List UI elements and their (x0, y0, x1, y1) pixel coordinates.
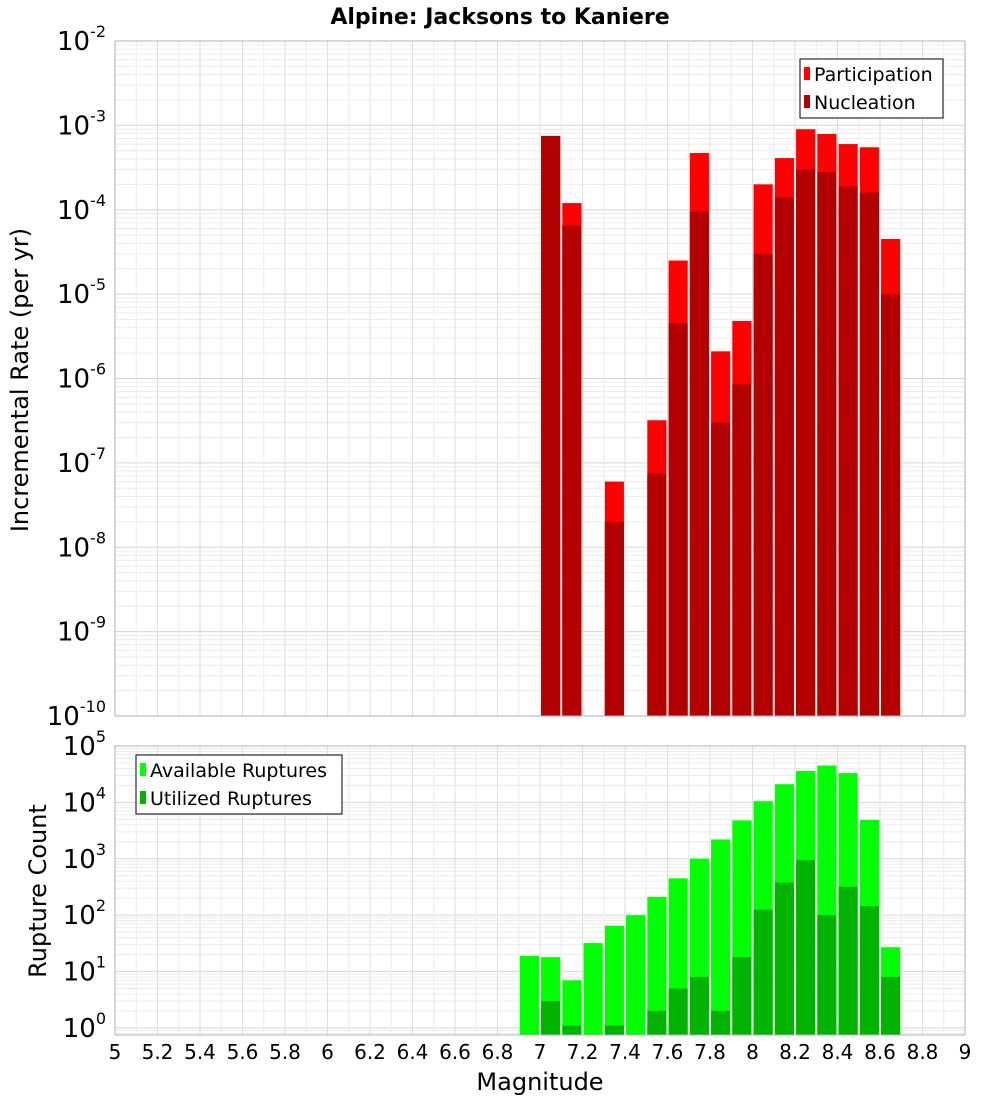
count-bar-available-ruptures (711, 839, 731, 1035)
rate-bar-nucleation (541, 135, 561, 717)
rate-bar-nucleation (774, 197, 794, 717)
rate-bar-nucleation (859, 192, 879, 717)
count-bar-utilized-ruptures (668, 988, 688, 1035)
rate-legend-label: Nucleation (814, 92, 916, 114)
count-bar-utilized-ruptures (604, 1025, 624, 1035)
count-legend-swatch (140, 791, 146, 804)
count-legend-box (135, 754, 343, 815)
rate-y-tick-label: 10-9 (57, 613, 106, 648)
count-y-tick-label: 103 (63, 840, 106, 875)
rate-legend-box (799, 58, 944, 119)
rate-y-tick-label: 10-8 (57, 528, 106, 563)
rate-bar-nucleation (668, 323, 688, 716)
rate-y-tick-label: 10-4 (57, 191, 106, 226)
rate-y-tick-label: 10-6 (57, 360, 106, 395)
x-tick-label: 7.4 (609, 1040, 641, 1064)
x-tick-label: 7 (534, 1040, 547, 1064)
count-bar-available-ruptures (604, 925, 624, 1035)
rate-legend-label: Participation (814, 64, 933, 86)
rate-y-tick-label: 10-3 (57, 106, 106, 141)
x-tick-label: 5.6 (227, 1040, 259, 1064)
rate-legend-swatch (804, 95, 810, 108)
count-y-tick-label: 100 (63, 1009, 106, 1044)
count-y-tick-label: 104 (63, 783, 106, 818)
rate-bar-nucleation (647, 473, 667, 716)
count-bar-utilized-ruptures (753, 909, 773, 1035)
x-tick-label: 6.6 (439, 1040, 471, 1064)
count-legend-label: Utilized Ruptures (150, 788, 312, 810)
count-bar-utilized-ruptures (562, 1025, 582, 1035)
rate-bar-nucleation (604, 521, 624, 716)
rate-legend-swatch (804, 67, 810, 80)
rate-bar-nucleation (881, 294, 901, 716)
count-y-axis-label: Rupture Count (24, 804, 52, 978)
x-tick-label: 6.4 (397, 1040, 429, 1064)
rate-bar-nucleation (796, 169, 816, 716)
x-tick-label: 8 (746, 1040, 759, 1064)
x-tick-label: 6.2 (354, 1040, 386, 1064)
rate-bar-nucleation (732, 384, 752, 716)
count-bar-available-ruptures (519, 955, 539, 1035)
count-legend-swatch (140, 763, 146, 776)
rate-bar-nucleation (711, 422, 731, 716)
count-bar-available-ruptures (583, 943, 603, 1035)
count-bar-utilized-ruptures (689, 977, 709, 1035)
x-tick-label: 5.4 (184, 1040, 216, 1064)
rate-bar-nucleation (689, 211, 709, 716)
count-y-tick-label: 105 (63, 727, 106, 762)
x-tick-label: 6.8 (482, 1040, 514, 1064)
x-tick-label: 7.2 (567, 1040, 599, 1064)
count-bar-utilized-ruptures (817, 915, 837, 1035)
count-bar-available-ruptures (647, 897, 667, 1035)
count-bar-utilized-ruptures (541, 1001, 561, 1035)
rate-bar-nucleation (838, 186, 858, 716)
count-y-tick-label: 102 (63, 896, 106, 931)
rate-y-tick-label: 10-5 (57, 275, 106, 310)
chart-title: Alpine: Jacksons to Kaniere (330, 5, 669, 30)
count-bar-available-ruptures (562, 980, 582, 1035)
count-bar-utilized-ruptures (647, 1010, 667, 1035)
rate-y-tick-label: 10-2 (57, 22, 106, 57)
x-axis-label: Magnitude (476, 1068, 603, 1096)
rate-y-tick-label: 10-10 (47, 697, 106, 732)
x-tick-label: 7.8 (694, 1040, 726, 1064)
x-tick-label: 6 (321, 1040, 334, 1064)
rate-bar-nucleation (562, 225, 582, 716)
x-tick-label: 7.6 (652, 1040, 684, 1064)
count-bar-utilized-ruptures (732, 957, 752, 1035)
count-bar-utilized-ruptures (796, 860, 816, 1035)
count-bar-utilized-ruptures (881, 977, 901, 1035)
count-bar-utilized-ruptures (838, 886, 858, 1035)
count-bar-utilized-ruptures (859, 906, 879, 1035)
rate-bar-nucleation (753, 253, 773, 716)
x-tick-label: 9 (959, 1040, 972, 1064)
count-bar-utilized-ruptures (711, 1010, 731, 1035)
x-tick-label: 8.4 (822, 1040, 854, 1064)
rate-y-tick-label: 10-7 (57, 444, 106, 479)
x-tick-label: 8.8 (907, 1040, 939, 1064)
rate-y-axis-label: Incremental Rate (per yr) (6, 228, 34, 532)
x-tick-label: 8.2 (779, 1040, 811, 1064)
x-tick-label: 8.6 (864, 1040, 896, 1064)
x-tick-label: 5.2 (142, 1040, 174, 1064)
count-bar-available-ruptures (626, 915, 646, 1035)
x-tick-label: 5.8 (269, 1040, 301, 1064)
count-bar-utilized-ruptures (774, 882, 794, 1035)
rate-bar-nucleation (817, 172, 837, 716)
count-legend-label: Available Ruptures (150, 760, 327, 782)
x-tick-label: 5 (109, 1040, 122, 1064)
rate-plot-border (114, 40, 966, 717)
count-plot-border (114, 745, 966, 1036)
count-y-tick-label: 101 (63, 953, 106, 988)
